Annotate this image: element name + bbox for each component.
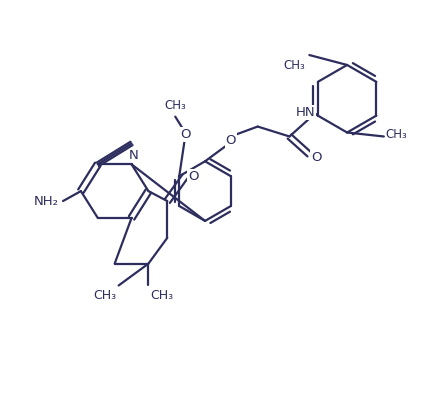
Text: CH₃: CH₃: [386, 128, 408, 141]
Text: O: O: [226, 134, 236, 147]
Text: CH₃: CH₃: [150, 290, 173, 302]
Text: N: N: [129, 149, 139, 162]
Text: CH₃: CH₃: [94, 290, 116, 302]
Text: O: O: [188, 170, 198, 183]
Text: HN: HN: [295, 106, 315, 119]
Text: O: O: [311, 151, 322, 164]
Text: CH₃: CH₃: [283, 59, 306, 72]
Text: O: O: [180, 128, 190, 141]
Text: CH₃: CH₃: [164, 99, 186, 111]
Text: NH₂: NH₂: [34, 195, 59, 208]
